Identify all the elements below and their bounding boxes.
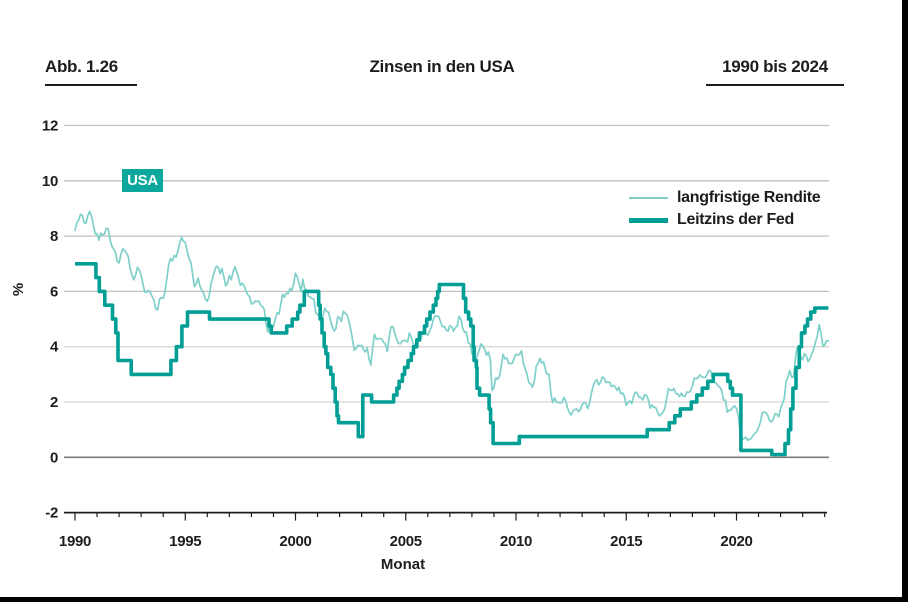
- legend: langfristige Rendite Leitzins der Fed: [629, 187, 821, 231]
- legend-item-rendite: langfristige Rendite: [629, 187, 821, 209]
- legend-item-leitzins: Leitzins der Fed: [629, 209, 820, 231]
- x-tick-label-2010: 2010: [500, 533, 532, 550]
- x-tick-label-2000: 2000: [279, 533, 311, 550]
- legend-line-rendite-icon: [629, 197, 668, 199]
- x-axis-label: Monat: [380, 556, 426, 573]
- y-tick-label-2: 2: [50, 394, 58, 411]
- y-axis-label: %: [10, 282, 28, 297]
- page-edge-bottom: [0, 597, 908, 602]
- series-langfristige-rendite: [74, 210, 830, 442]
- x-tick-label-1995: 1995: [169, 533, 201, 550]
- x-tick-label-2015: 2015: [610, 533, 642, 550]
- y-tick-label-10: 10: [42, 173, 58, 190]
- y-tick-label-8: 8: [50, 228, 58, 245]
- x-tick-label-2020: 2020: [720, 533, 752, 550]
- country-badge: USA: [122, 169, 163, 192]
- series-leitzins-der-fed: [75, 262, 829, 457]
- chart-title: Zinsen in den USA: [369, 57, 515, 76]
- x-tick-label-1990: 1990: [59, 533, 91, 550]
- figure-number: Abb. 1.26: [45, 57, 137, 86]
- date-range-label: 1990 bis 2024: [706, 57, 844, 86]
- legend-label-rendite: langfristige Rendite: [677, 189, 821, 206]
- page-edge-right: [902, 0, 908, 602]
- y-tick-label-12: 12: [42, 118, 58, 135]
- legend-line-leitzins-icon: [629, 217, 668, 223]
- y-tick-label--2: -2: [45, 505, 58, 522]
- legend-label-leitzins: Leitzins der Fed: [677, 211, 794, 228]
- y-tick-label-4: 4: [50, 339, 59, 356]
- x-tick-label-2005: 2005: [390, 533, 422, 550]
- y-tick-label-6: 6: [50, 283, 58, 300]
- y-tick-label-0: 0: [50, 449, 58, 466]
